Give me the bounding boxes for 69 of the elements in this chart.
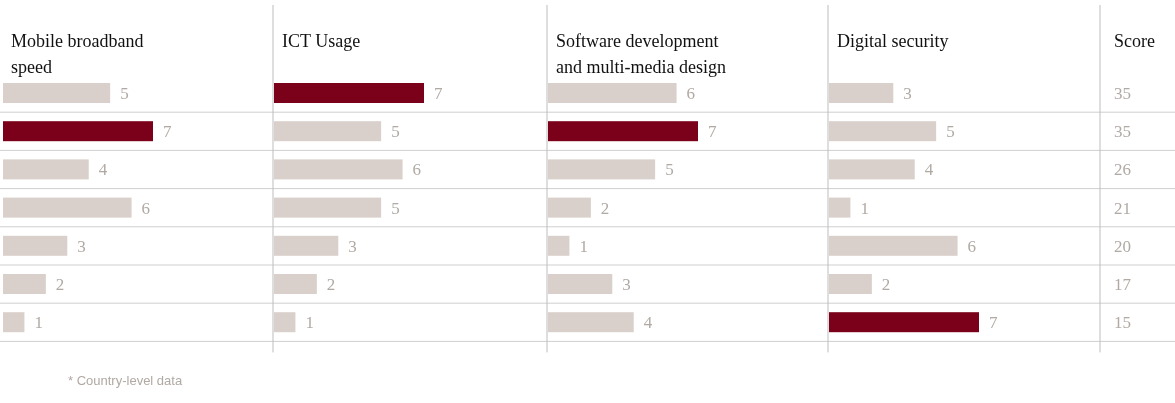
data-label: 5: [946, 122, 955, 142]
bar: [548, 197, 591, 218]
data-label: 6: [686, 84, 696, 103]
bar: [829, 159, 915, 180]
data-label: 2: [881, 275, 891, 294]
bar: [274, 197, 382, 218]
data-label: 4: [98, 160, 108, 180]
data-label: 3: [903, 84, 912, 103]
data-label: 35: [1114, 122, 1131, 142]
data-label: 17: [1114, 275, 1132, 294]
data-label: 3: [77, 236, 86, 256]
data-label: 2: [600, 198, 610, 218]
bar: [548, 274, 613, 294]
data-label: 4: [643, 313, 653, 333]
data-label: 7: [708, 122, 717, 142]
bar: [829, 274, 872, 294]
bar: [3, 121, 153, 142]
bar: [829, 197, 851, 218]
bar: [274, 312, 296, 333]
data-label: 1: [860, 198, 869, 218]
data-label: 7: [434, 84, 443, 103]
data-label: 26: [1114, 160, 1131, 180]
data-label: 5: [391, 122, 400, 142]
chart-title: ICT Usage: [282, 31, 361, 51]
data-label: 5: [391, 198, 400, 218]
bar: [829, 312, 979, 333]
bar: [274, 159, 403, 180]
data-label: 6: [967, 236, 977, 256]
data-label: 20: [1114, 236, 1131, 256]
data-label: 5: [665, 160, 674, 180]
data-label: 4: [924, 160, 934, 180]
bar: [3, 83, 111, 103]
bar: [274, 274, 317, 294]
bar: [3, 235, 68, 256]
data-label: 6: [141, 198, 151, 218]
bar: [274, 235, 339, 256]
bar: [829, 121, 937, 142]
data-label: 21: [1114, 198, 1131, 218]
data-label: 3: [622, 275, 631, 294]
bar: [829, 83, 894, 103]
bar: [829, 235, 958, 256]
text: Score: [1114, 31, 1155, 51]
data-label: 1: [579, 236, 588, 256]
bar: [548, 159, 656, 180]
bar: [3, 159, 89, 180]
data-label: 3: [348, 236, 357, 256]
data-label: 15: [1114, 313, 1131, 333]
data-label: 5: [120, 84, 129, 103]
data-label: 7: [989, 313, 998, 333]
chart-title: Digital security: [837, 31, 949, 51]
data-label: 6: [412, 160, 422, 180]
chart-title: Mobile broadband speed: [11, 31, 144, 77]
bar: [548, 312, 634, 333]
data-label: 2: [326, 275, 336, 294]
data-label: 35: [1114, 84, 1131, 103]
chart-title: Software development and multi-media design: [556, 31, 726, 77]
data-label: 1: [305, 313, 314, 333]
bar: [3, 197, 132, 218]
bar: [548, 235, 570, 256]
text: * Country-level data: [68, 373, 183, 388]
bar: [274, 83, 424, 103]
bar: [548, 121, 698, 142]
data-label: 1: [34, 313, 43, 333]
bar: [274, 121, 382, 142]
bar: [3, 312, 25, 333]
bar: [548, 83, 677, 103]
bar: [3, 274, 46, 294]
data-label: 7: [163, 122, 172, 142]
data-label: 2: [55, 275, 65, 294]
